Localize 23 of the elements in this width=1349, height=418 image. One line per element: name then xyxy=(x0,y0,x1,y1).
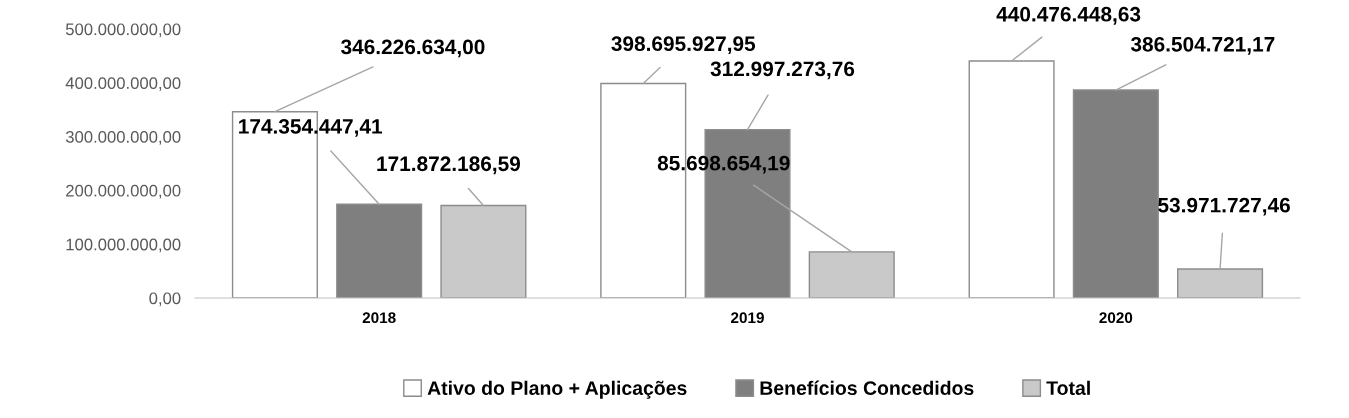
data-label: 174.354.447,41 xyxy=(239,119,382,137)
legend-label: Ativo do Plano + Aplicações xyxy=(427,380,687,399)
y-tick-label: 300.000.000,00 xyxy=(65,131,181,145)
data-label: 171.872.186,59 xyxy=(377,156,521,175)
legend-label: Benefícios Concedidos xyxy=(760,380,974,396)
data-label: 346.226.634,00 xyxy=(341,39,485,58)
data-label: 440.476.448,63 xyxy=(996,6,1141,25)
y-tick-label: 0,00 xyxy=(149,292,181,307)
x-tick-label: 2019 xyxy=(731,312,764,324)
x-tick-label: 2020 xyxy=(1099,312,1133,324)
y-tick-label: 500.000.000,00 xyxy=(65,23,181,38)
data-label: 386.504.721,17 xyxy=(1130,36,1275,55)
bar xyxy=(1072,89,1159,298)
bar xyxy=(968,60,1055,298)
data-label: 53.971.727,46 xyxy=(1158,197,1290,216)
x-tick-label: 2018 xyxy=(362,312,396,324)
y-tick-label: 200.000.000,00 xyxy=(66,184,181,199)
bar xyxy=(336,203,423,298)
data-label: 312.997.273,76 xyxy=(710,61,855,80)
y-tick-label: 100.000.000,00 xyxy=(66,238,181,253)
legend-label: Total xyxy=(1046,380,1090,396)
data-label: 398.695.927,95 xyxy=(611,36,756,55)
y-tick-label: 400.000.000,00 xyxy=(65,77,181,91)
